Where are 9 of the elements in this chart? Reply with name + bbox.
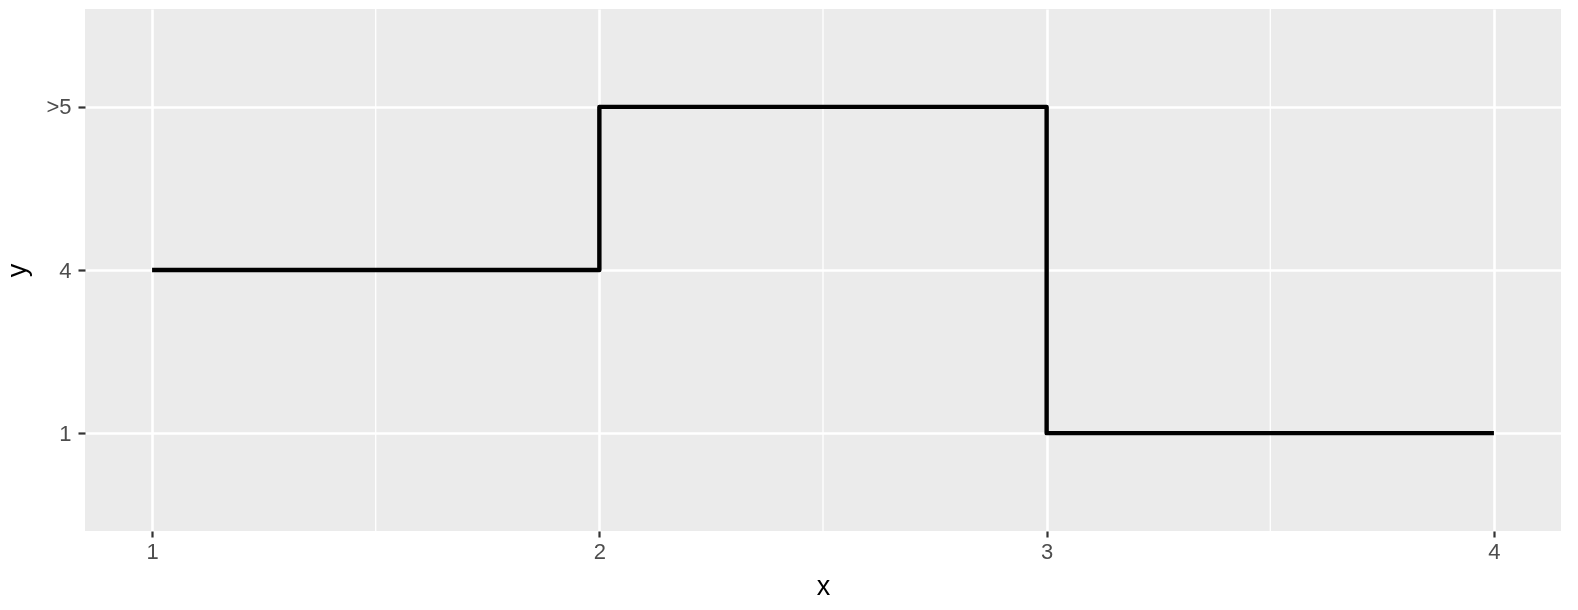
y-axis-title: y <box>2 263 33 278</box>
x-tick-label: 2 <box>593 538 606 564</box>
category-label: 1 <box>59 420 72 446</box>
category-label: 4 <box>59 257 72 283</box>
x-axis-title: x <box>816 570 831 601</box>
x-tick-label: 4 <box>1488 538 1501 564</box>
category-label: >5 <box>46 94 72 120</box>
x-tick-label: 1 <box>146 538 159 564</box>
x-tick-label: 3 <box>1041 538 1054 564</box>
